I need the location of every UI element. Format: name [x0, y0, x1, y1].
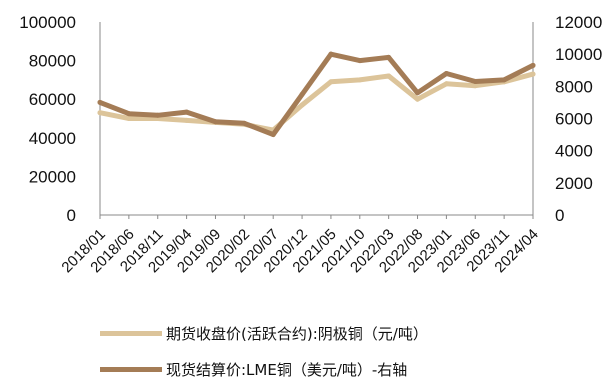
left-tick-label: 100000 — [19, 13, 76, 32]
right-tick-label: 12000 — [555, 13, 602, 32]
left-tick-label: 80000 — [29, 52, 76, 71]
right-tick-label: 10000 — [555, 45, 602, 64]
left-tick-label: 60000 — [29, 90, 76, 109]
right-tick-label: 6000 — [555, 110, 593, 129]
series-1-point — [530, 71, 536, 77]
legend-label-2: 现货结算价:LME铜（美元/吨）-右轴 — [166, 361, 408, 379]
left-tick-label: 0 — [67, 206, 76, 225]
left-tick-label: 20000 — [29, 167, 76, 186]
series-2-point — [328, 51, 334, 57]
series-2-point — [212, 119, 218, 125]
chart: 0 20000 40000 60000 80000 100000 0 2000 4000 600… — [19, 13, 602, 276]
series-2-point — [299, 91, 305, 97]
left-axis-ticks: 0 20000 40000 60000 80000 100000 — [19, 13, 76, 225]
series-2-point — [415, 90, 421, 96]
series-2-point — [270, 132, 276, 138]
series-1-point — [126, 116, 132, 121]
right-tick-label: 4000 — [555, 142, 593, 161]
legend-item-2: 现货结算价:LME铜（美元/吨）-右轴 — [100, 359, 407, 380]
legend-swatch-1 — [100, 331, 162, 336]
series-1-point — [328, 79, 334, 85]
series-line-2 — [97, 51, 536, 138]
x-axis-ticks: 2018/012018/062018/112019/042019/092020/… — [58, 215, 542, 276]
right-tick-label: 0 — [555, 206, 564, 225]
series-2-point — [241, 120, 247, 126]
series-1-point — [472, 83, 478, 89]
series-2-point — [184, 109, 190, 115]
series-1-point — [184, 117, 190, 123]
right-tick-label: 8000 — [555, 77, 593, 96]
series-2-point — [501, 77, 507, 83]
series-2-point — [386, 54, 392, 60]
series-1-point — [386, 73, 392, 79]
series-2-point — [530, 62, 536, 68]
series-2-point — [443, 70, 449, 76]
series-1-point — [415, 96, 421, 102]
series-1-point — [97, 110, 103, 116]
series-2-point — [97, 99, 103, 105]
series-2-point — [126, 111, 132, 117]
series-2-point — [472, 79, 478, 85]
legend-swatch-2 — [100, 367, 162, 372]
series-1-point — [357, 77, 363, 83]
legend-label-1: 期货收盘价(活跃合约):阴极铜（元/吨） — [166, 325, 428, 343]
axes — [99, 22, 534, 216]
series-1-point — [299, 102, 305, 108]
series-1-point — [443, 81, 449, 87]
right-tick-label: 2000 — [555, 174, 593, 193]
series-2-point — [155, 112, 161, 118]
series-layer — [97, 51, 536, 138]
legend-item-1: 期货收盘价(活跃合约):阴极铜（元/吨） — [100, 323, 428, 344]
left-tick-label: 40000 — [29, 129, 76, 148]
right-axis-ticks: 0 2000 4000 6000 8000 10000 12000 — [555, 13, 602, 225]
series-line-1 — [97, 71, 536, 133]
series-2-point — [357, 58, 363, 64]
